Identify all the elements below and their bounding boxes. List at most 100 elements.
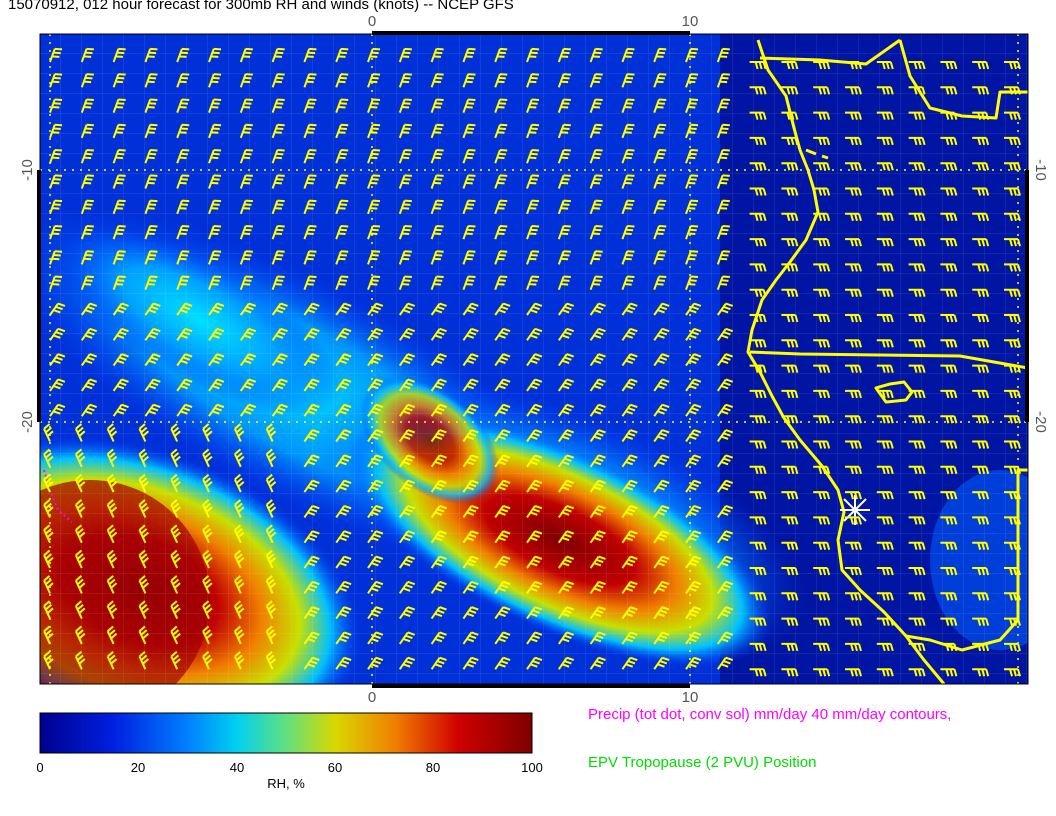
wind-barb bbox=[1004, 491, 1021, 500]
wind-barb bbox=[176, 327, 193, 341]
wind-barb bbox=[972, 642, 990, 652]
wind-barb bbox=[335, 174, 349, 189]
wind-barb bbox=[335, 555, 352, 569]
wind-barb bbox=[749, 465, 767, 475]
wind-barb bbox=[876, 567, 894, 576]
wind-barb bbox=[80, 378, 98, 392]
wind-barb bbox=[749, 491, 767, 500]
wind-barb bbox=[303, 250, 317, 265]
wind-barb bbox=[653, 174, 667, 189]
wind-barb bbox=[462, 224, 476, 240]
wind-barb bbox=[398, 47, 412, 63]
wind-barb bbox=[621, 353, 638, 367]
wind-barb bbox=[526, 73, 540, 88]
wind-barb bbox=[685, 656, 702, 670]
wind-barb bbox=[303, 429, 320, 443]
wind-barb bbox=[813, 162, 831, 171]
wind-barb bbox=[138, 448, 150, 468]
wind-barb bbox=[781, 212, 799, 222]
wind-barb bbox=[176, 403, 193, 417]
wind-barb bbox=[621, 504, 638, 518]
wind-barb bbox=[526, 555, 543, 569]
wind-barb bbox=[1004, 465, 1021, 475]
wind-barb bbox=[653, 353, 670, 367]
wind-barb bbox=[589, 199, 603, 215]
wind-barb bbox=[876, 136, 894, 146]
wind-barb bbox=[462, 530, 479, 544]
wind-barb bbox=[526, 224, 540, 240]
wind-barb bbox=[940, 86, 958, 95]
wind-barb bbox=[845, 111, 862, 120]
wind-barb bbox=[239, 378, 257, 392]
wind-barb bbox=[80, 302, 98, 316]
wind-barb bbox=[716, 275, 730, 291]
wind-barb bbox=[462, 378, 479, 392]
wind-barb bbox=[144, 123, 158, 139]
wind-barb bbox=[557, 123, 571, 139]
wind-barb bbox=[908, 491, 926, 500]
wind-barb bbox=[716, 327, 734, 341]
wind-barb bbox=[202, 625, 213, 645]
wind-barb bbox=[972, 111, 990, 120]
wind-barb bbox=[685, 353, 702, 367]
wind-barb bbox=[716, 504, 734, 518]
wind-barb bbox=[813, 389, 831, 399]
wind-barb bbox=[781, 516, 799, 525]
wind-barb bbox=[813, 136, 831, 146]
wind-barb bbox=[749, 61, 767, 70]
wind-barb bbox=[653, 98, 667, 113]
wind-barb bbox=[908, 136, 926, 146]
wind-barb bbox=[106, 473, 118, 493]
wind-barb bbox=[494, 504, 511, 518]
wind-barb bbox=[494, 479, 511, 493]
wind-barb bbox=[462, 403, 479, 417]
wind-barb bbox=[589, 479, 606, 493]
wind-barb bbox=[112, 199, 126, 215]
wind-barb bbox=[589, 174, 603, 189]
wind-barb bbox=[781, 541, 799, 550]
wind-barb bbox=[813, 288, 831, 297]
wind-barb bbox=[557, 403, 575, 417]
wind-barb bbox=[716, 656, 734, 670]
wind-barb bbox=[398, 250, 412, 265]
wind-barb bbox=[749, 212, 767, 222]
wind-barb bbox=[494, 224, 508, 240]
wind-barb bbox=[233, 448, 245, 468]
wind-barb bbox=[49, 378, 66, 392]
coastline bbox=[746, 38, 1028, 684]
wind-barb bbox=[239, 403, 257, 417]
wind-barb bbox=[621, 199, 635, 215]
wind-barb bbox=[112, 98, 126, 113]
wind-barb bbox=[716, 530, 734, 544]
wind-barb bbox=[335, 353, 352, 367]
wind-barb bbox=[462, 479, 479, 493]
wind-barb bbox=[74, 575, 86, 594]
wind-barb bbox=[940, 212, 958, 222]
wind-barb bbox=[170, 549, 181, 569]
wind-barb bbox=[908, 162, 926, 171]
wind-barb bbox=[233, 473, 245, 493]
wind-barb bbox=[144, 174, 158, 189]
wind-barb bbox=[430, 302, 447, 316]
wind-barb bbox=[781, 389, 799, 399]
wind-barb bbox=[80, 353, 98, 367]
wind-barb bbox=[557, 149, 571, 164]
wind-barb bbox=[398, 656, 416, 670]
wind-barb bbox=[653, 429, 670, 443]
wind-barb bbox=[876, 111, 894, 120]
wind-barb bbox=[494, 429, 511, 443]
wind-barb bbox=[685, 98, 699, 113]
wind-barb bbox=[271, 353, 288, 367]
wind-barb bbox=[303, 606, 320, 620]
wind-barb bbox=[335, 302, 352, 316]
wind-barb bbox=[526, 479, 543, 493]
rh-field bbox=[40, 34, 1028, 684]
wind-barb bbox=[972, 592, 990, 601]
wind-barb bbox=[653, 73, 667, 88]
wind-barb bbox=[1004, 668, 1021, 677]
wind-barb bbox=[112, 149, 126, 164]
wind-barb bbox=[265, 448, 277, 468]
wind-barb bbox=[876, 440, 894, 449]
wind-barb bbox=[781, 440, 799, 449]
